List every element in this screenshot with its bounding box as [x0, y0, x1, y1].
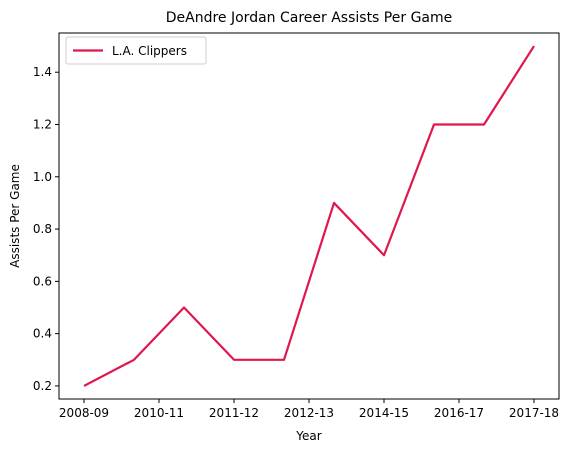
data-point: [483, 124, 485, 126]
x-tick-label: 2011-12: [209, 406, 259, 420]
data-point: [283, 359, 285, 361]
data-point: [533, 45, 535, 47]
data-point: [333, 202, 335, 204]
data-point: [183, 307, 185, 309]
data-point: [433, 124, 435, 126]
x-tick-label: 2010-11: [134, 406, 184, 420]
y-tick-label: 1.2: [33, 118, 52, 132]
x-tick-label: 2008-09: [59, 406, 109, 420]
legend-label: L.A. Clippers: [112, 44, 187, 58]
series-line: [83, 45, 535, 387]
y-axis-ticks: 0.2 0.4 0.6 0.8 1.0 1.2 1.4: [33, 65, 59, 393]
data-point: [133, 359, 135, 361]
y-tick-label: 0.4: [33, 327, 52, 341]
y-tick-label: 0.8: [33, 222, 52, 236]
x-axis-ticks: 2008-09 2010-11 2011-12 2012-13 2014-15 2016-…: [59, 399, 559, 420]
plot-area: [58, 32, 560, 400]
y-tick-label: 0.2: [33, 379, 52, 393]
legend-box: [65, 36, 207, 65]
series-layer: [83, 45, 535, 387]
x-tick-label: 2016-17: [434, 406, 484, 420]
x-axis-label: Year: [295, 429, 321, 443]
y-tick-label: 1.4: [33, 65, 52, 79]
x-tick-label: 2017-18: [509, 406, 559, 420]
x-tick-label: 2014-15: [359, 406, 409, 420]
chart-title: DeAndre Jordan Career Assists Per Game: [166, 10, 453, 26]
x-tick-label: 2012-13: [284, 406, 334, 420]
y-tick-label: 1.0: [33, 170, 52, 184]
data-point: [383, 254, 385, 256]
y-tick-label: 0.6: [33, 274, 52, 288]
data-point: [83, 385, 85, 387]
data-point: [233, 359, 235, 361]
legend: L.A. Clippers: [65, 36, 207, 65]
y-axis-label: Assists Per Game: [8, 164, 22, 268]
